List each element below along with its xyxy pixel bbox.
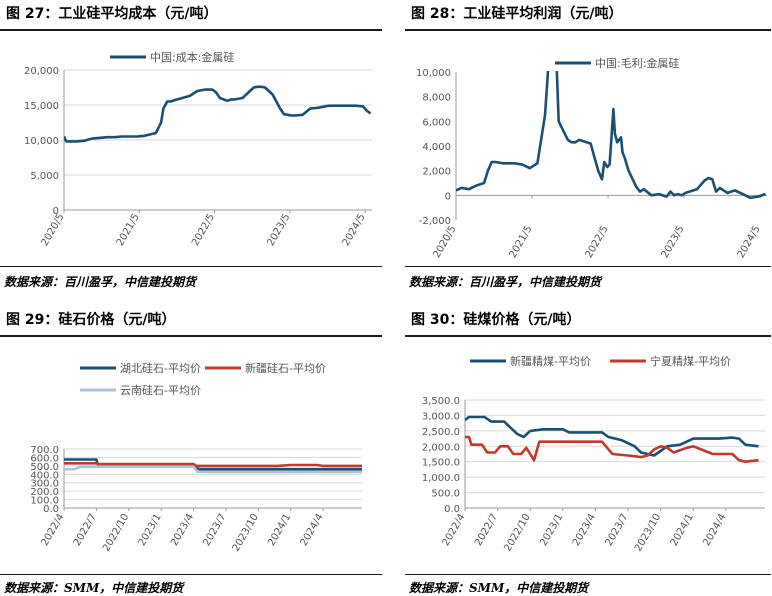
x-tick-label: 2023/5 [265,212,292,248]
x-tick-label: 2022/5 [190,212,217,248]
y-tick-label: 2,500.0 [422,427,460,438]
source-rule [0,574,382,575]
source-note: 数据来源：SMM，中信建投期货 [4,581,184,595]
chart-panel-4: 图 30：硅煤价格（元/吨） 0.0 500.0 1,000.0 1,500.0 2,0… [405,306,772,596]
y-tick-label: 700.0 [30,445,59,456]
y-tick-label: 500.0 [30,462,59,473]
x-tick-label: 2023/4 [169,512,196,548]
x-tick-label: 2023/1 [538,512,565,548]
x-tick-label: 2023/10 [633,512,663,553]
y-tick-label: 100.0 [30,496,59,507]
series-line-2 [465,435,759,463]
y-tick-label: 0 [53,206,59,217]
legend-label: 新疆硅石-平均价 [245,361,326,375]
x-tick-label: 2024/1 [266,512,293,548]
series-line-3 [64,465,362,474]
profit-chart: -2,000 0 2,000 4,000 6,000 8,000 10,000 2020/5 2… [416,56,767,260]
source-note: 数据来源：SMM，中信建投期货 [409,581,589,595]
y-tick-label: 3,000.0 [422,411,460,422]
source-rule [405,574,771,575]
y-tick-label: 2,000 [422,167,451,178]
x-tick-label: 2024/4 [701,512,728,548]
x-tick-label: 2024/4 [299,512,326,548]
coal-price-chart: 0.0 500.0 1,000.0 1,500.0 2,000.0 2,500.0 3,00… [422,354,765,553]
series-line-1 [64,85,372,143]
x-tick-label: 2024/1 [669,512,696,548]
legend-label: 中国:毛利:金属硅 [595,56,679,70]
x-tick-label: 2023/10 [231,512,261,553]
series-line-1 [465,415,759,457]
series-line-2 [64,462,362,468]
title-rule [0,29,382,31]
chart-title: 图 29：硅石价格（元/吨） [6,312,176,328]
y-tick-label: 0 [445,191,451,202]
chart-panel-3: 图 29：硅石价格（元/吨） 0.0 100.0 200.0 300.0 400.0 50… [0,306,386,596]
x-tick-label: 2023/7 [604,512,631,548]
chart-title: 图 27：工业硅平均成本（元/吨） [6,6,218,22]
legend-label: 中国:成本:金属硅 [150,50,234,64]
title-rule [405,335,771,337]
y-tick-label: -2,000 [419,216,451,227]
y-tick-label: 300.0 [30,479,59,490]
y-tick-label: 3,500.0 [422,396,460,407]
y-tick-label: 500.0 [431,489,460,500]
y-tick-label: 2,000.0 [422,442,460,453]
legend-label: 云南硅石-平均价 [120,384,201,397]
chart-panel-2: 图 28：工业硅平均利润（元/吨） -2,000 0 2,000 4,000 6,000… [405,0,772,298]
source-note: 数据来源：百川盈孚，中信建投期货 [409,275,602,289]
legend-label: 新疆精煤-平均价 [510,354,591,368]
y-tick-label: 10,000 [24,136,59,147]
title-rule [0,335,382,337]
x-tick-label: 2023/1 [137,512,164,548]
title-rule [405,29,771,31]
x-tick-label: 2023/7 [201,512,228,548]
x-tick-label: 2020/5 [39,212,66,248]
x-tick-label: 2021/5 [115,212,142,248]
x-tick-label: 2023/5 [660,224,687,260]
x-tick-label: 2022/7 [473,512,500,548]
y-tick-label: 0.0 [43,504,59,515]
y-tick-label: 200.0 [30,487,59,498]
source-rule [0,266,382,267]
x-tick-label: 2022/4 [440,512,467,548]
x-tick-label: 2021/5 [508,224,535,260]
x-tick-label: 2024/5 [341,212,368,248]
y-tick-label: 4,000 [422,142,451,153]
y-tick-label: 6,000 [422,117,451,128]
x-tick-label: 2022/5 [584,224,611,260]
y-tick-label: 400.0 [30,470,59,481]
x-tick-label: 2023/4 [571,512,598,548]
y-tick-label: 600.0 [30,453,59,464]
x-tick-label: 2022/7 [72,512,99,548]
chart-panel-1: 图 27：工业硅平均成本（元/吨） 0 5,000 10,000 15,000 20,0… [0,0,386,298]
chart-title: 图 28：工业硅平均利润（元/吨） [411,6,623,22]
y-tick-label: 8,000 [422,93,451,104]
source-note: 数据来源：百川盈孚，中信建投期货 [4,275,197,289]
y-tick-label: 15,000 [24,101,59,112]
source-rule [405,266,771,267]
y-tick-label: 0.0 [444,504,460,515]
x-tick-label: 2022/4 [39,512,66,548]
y-tick-label: 1,000.0 [422,473,460,484]
x-tick-label: 2022/10 [101,512,131,553]
series-line-1 [456,71,766,200]
y-tick-label: 1,500.0 [422,458,460,469]
x-tick-label: 2022/10 [503,512,533,553]
legend-label: 湖北硅石-平均价 [120,362,201,375]
x-tick-label: 2020/5 [431,224,458,260]
y-tick-label: 10,000 [416,68,451,79]
chart-title: 图 30：硅煤价格（元/吨） [411,312,581,328]
legend-label: 宁夏精煤-平均价 [650,354,731,368]
y-tick-label: 20,000 [24,66,59,77]
cost-chart: 0 5,000 10,000 15,000 20,000 2020/5 2021/5 2022… [24,50,372,248]
x-tick-label: 2024/5 [736,224,763,260]
y-tick-label: 5,000 [30,171,59,182]
